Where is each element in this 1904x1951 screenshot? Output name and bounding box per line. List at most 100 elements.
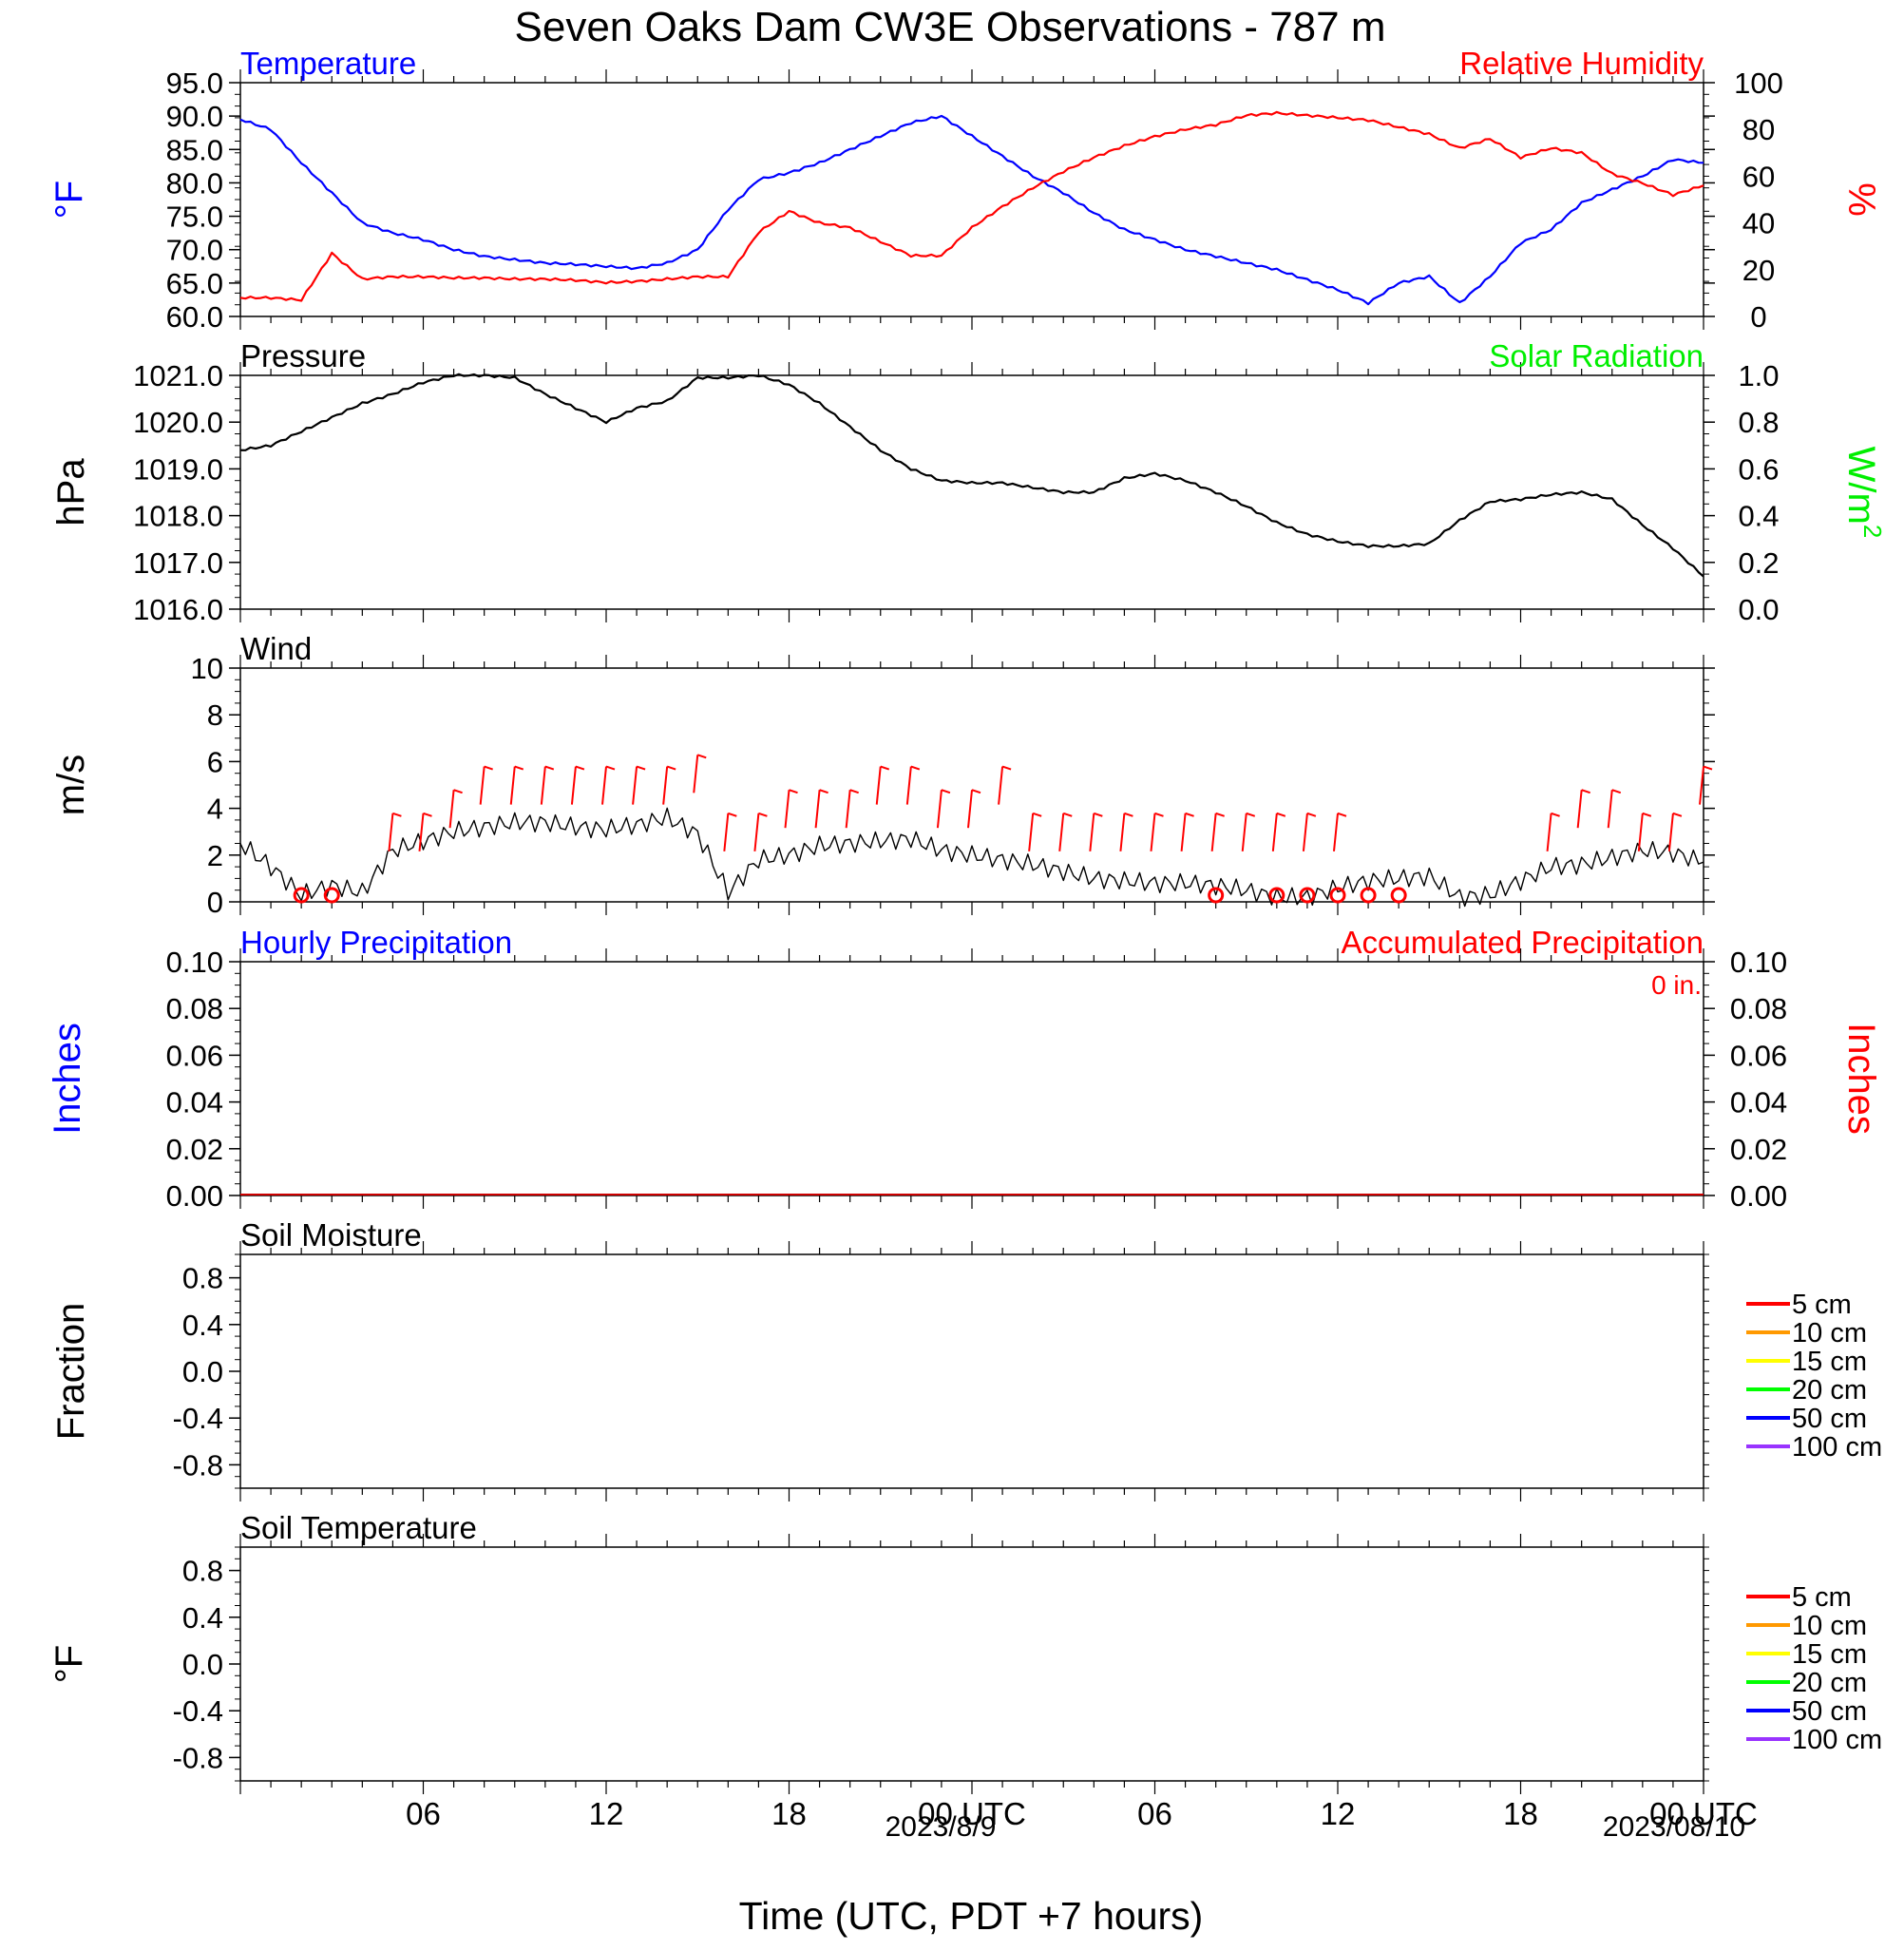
x-tick-label: 00 UTC: [1649, 1796, 1758, 1831]
y-tick-label-left: 0.04: [166, 1086, 223, 1119]
y-tick-label-right: 0.8: [1738, 406, 1779, 439]
y-tick-label-right: 20: [1742, 254, 1775, 287]
y-tick-label-left: 4: [207, 793, 223, 826]
wind-barb-flag: [758, 812, 768, 817]
wind-barb-flag: [636, 765, 646, 771]
calm-wind-marker: [1390, 887, 1407, 904]
wind-barb-flag: [666, 765, 676, 771]
y-tick-label-right: 0.0: [1738, 593, 1779, 626]
y-tick-label-left: 0.02: [166, 1133, 223, 1166]
y-tick-label-left: 75.0: [166, 201, 223, 234]
panel-6-frame: [239, 1546, 1704, 1782]
y-tick-label-left: 2: [207, 839, 223, 872]
series-relative-humidity-line: [239, 110, 1704, 302]
y-axis-label-left: m/s: [50, 755, 92, 815]
y-tick-label-right: 60: [1742, 160, 1775, 193]
y-tick-label-left: 0.08: [166, 992, 223, 1025]
legend-label-10cm: 10 cm: [1792, 1318, 1867, 1348]
wind-barb-flag: [1672, 812, 1683, 817]
wind-barb: [448, 790, 455, 829]
wind-barb: [1180, 813, 1187, 851]
wind-barb: [1333, 813, 1339, 851]
legend-label-10cm: 10 cm: [1792, 1611, 1867, 1641]
y-tick-label-right: 80: [1742, 113, 1775, 146]
wind-barb: [784, 790, 790, 829]
y-axis-label-superscript: 2: [1858, 525, 1887, 538]
x-tick-label: 06: [1137, 1796, 1172, 1831]
wind-barb: [570, 766, 577, 805]
wind-barb-flag: [910, 765, 921, 771]
wind-barb-flag: [1246, 812, 1256, 817]
wind-barb: [1241, 813, 1247, 851]
y-axis-label-left: hPa: [50, 458, 92, 526]
y-tick-label-right: 0.6: [1738, 452, 1779, 486]
calm-wind-marker: [293, 887, 310, 904]
y-tick-label-left: 0.0: [182, 1355, 223, 1388]
series-wind-speed-line: [239, 807, 1704, 908]
wind-barb-flag: [1154, 812, 1164, 817]
y-tick-label-left: 0.4: [182, 1601, 223, 1635]
wind-barb: [1302, 813, 1308, 851]
wind-barb-flag: [880, 765, 890, 771]
y-tick-label-left: 0.10: [166, 946, 223, 979]
wind-barb: [509, 766, 516, 805]
y-tick-label-right: 0.00: [1730, 1179, 1787, 1213]
y-tick-label-left: 80.0: [166, 166, 223, 200]
wind-barb-flag: [1001, 765, 1012, 771]
y-tick-label-left: 1021.0: [133, 359, 223, 392]
series-pressure-line: [239, 373, 1704, 578]
y-tick-label-right: 40: [1742, 207, 1775, 240]
wind-barb: [1058, 813, 1065, 851]
panels-group: 95.090.085.080.075.070.065.060.010080604…: [47, 46, 1887, 1831]
y-tick-label-left: 1018.0: [133, 500, 223, 533]
date-label-2: 2023/08/10: [1603, 1811, 1745, 1843]
panel-4-title-left: Hourly Precipitation: [240, 925, 512, 960]
wind-barb: [875, 766, 882, 805]
calm-wind-marker: [1299, 887, 1316, 904]
wind-barb-flag: [1276, 812, 1286, 817]
wind-barb: [601, 766, 607, 805]
calm-wind-marker: [1208, 887, 1225, 904]
wind-barb: [936, 790, 942, 829]
wind-barb: [814, 790, 821, 829]
series-temperature-line: [239, 114, 1704, 306]
wind-barb: [479, 766, 486, 805]
wind-barb-flag: [484, 765, 493, 771]
wind-barb: [967, 790, 973, 829]
wind-barb: [845, 790, 851, 829]
panel-5-frame: [239, 1253, 1704, 1489]
wind-barb: [693, 755, 699, 794]
wind-barb-flag: [1551, 812, 1560, 817]
wind-barb: [905, 766, 912, 805]
x-tick-label: 12: [589, 1796, 624, 1831]
y-tick-label-left: 10: [191, 652, 223, 685]
wind-barb: [388, 813, 394, 851]
wind-barb-flag: [544, 765, 555, 771]
wind-barb-flag: [849, 789, 859, 794]
y-tick-label-right: 1.0: [1738, 359, 1779, 392]
y-axis-label-left: Inches: [47, 1023, 88, 1135]
wind-barb: [1089, 813, 1095, 851]
y-tick-label-left: 60.0: [166, 300, 223, 334]
wind-barb: [998, 766, 1004, 805]
wind-barb-flag: [1306, 812, 1317, 817]
wind-barb-flag: [728, 812, 737, 817]
wind-barb-flag: [1215, 812, 1225, 817]
legend-label-100cm: 100 cm: [1792, 1725, 1882, 1755]
y-tick-label-left: 0.06: [166, 1039, 223, 1072]
y-axis-label-right: W/m2: [1840, 447, 1887, 539]
wind-barb-flag: [1094, 812, 1103, 817]
y-tick-label-left: -0.8: [173, 1741, 223, 1774]
x-tick-label: 18: [1503, 1796, 1538, 1831]
y-tick-label-right: 0.04: [1730, 1086, 1787, 1119]
panel-3-title-left: Wind: [240, 631, 312, 666]
y-tick-label-right: 0.4: [1738, 500, 1779, 533]
wind-barb: [1210, 813, 1217, 851]
y-tick-label-left: 6: [207, 745, 223, 778]
wind-barb-flag: [423, 812, 432, 817]
y-tick-label-right: 0.2: [1738, 546, 1779, 580]
wind-barb: [632, 766, 638, 805]
wind-barb: [753, 813, 760, 851]
wind-barb: [1607, 790, 1613, 829]
